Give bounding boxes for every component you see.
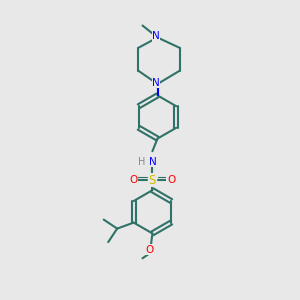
Text: O: O — [145, 245, 154, 255]
Text: N: N — [152, 31, 160, 41]
Text: S: S — [149, 174, 156, 187]
Text: H: H — [138, 157, 145, 167]
Text: N: N — [152, 77, 160, 88]
Text: N: N — [148, 157, 156, 167]
Text: O: O — [167, 175, 175, 185]
Text: O: O — [130, 175, 138, 185]
